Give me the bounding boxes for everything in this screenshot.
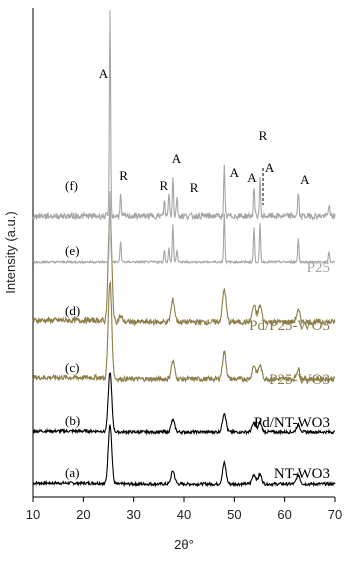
trace-line — [32, 191, 336, 265]
series-letter: (b) — [65, 413, 80, 428]
peak-label: A — [300, 172, 310, 187]
trace-line — [32, 10, 336, 222]
trace-line — [32, 424, 336, 488]
sample-label: Pd/NT-WO3 — [254, 415, 330, 431]
peak-label: A — [247, 170, 257, 185]
peak-label: A — [99, 66, 109, 81]
x-tick-label: 20 — [76, 507, 90, 522]
y-axis-title: Intensity (a.u.) — [3, 211, 18, 293]
series-letter: (d) — [65, 303, 80, 318]
trace-line — [32, 210, 336, 327]
peak-label: R — [190, 180, 199, 195]
x-ticks: 10 20 30 40 50 60 70 — [26, 497, 342, 522]
series-letter: (e) — [65, 243, 79, 258]
x-tick-label: 40 — [177, 507, 191, 522]
peak-label: A — [265, 160, 275, 175]
sample-label: P25-WO3 — [269, 372, 330, 388]
traces — [32, 10, 336, 488]
peak-label: R — [119, 168, 128, 183]
trace-line — [32, 372, 336, 436]
series-letter: (f) — [65, 178, 78, 193]
x-tick-label: 60 — [277, 507, 291, 522]
sample-label: NT-WO3 — [274, 466, 330, 482]
peak-label: R — [259, 128, 268, 143]
sample-label: Pd/P25-WO3 — [249, 318, 330, 334]
x-tick-label: 30 — [126, 507, 140, 522]
x-axis-title: 2θ° — [174, 537, 194, 552]
peak-label: A — [172, 151, 182, 166]
series-letter: (a) — [65, 465, 79, 480]
series-letters: (a) (b) (c) (d) (e) (f) — [65, 178, 80, 480]
peak-label: R — [160, 178, 169, 193]
sample-labels: NT-WO3 Pd/NT-WO3 P25-WO3 Pd/P25-WO3 P25 — [249, 260, 330, 482]
x-tick-label: 10 — [26, 507, 40, 522]
sample-label: P25 — [307, 260, 330, 276]
x-tick-label: 50 — [227, 507, 241, 522]
peak-label: A — [230, 165, 240, 180]
trace-line — [32, 280, 336, 384]
series-letter: (c) — [65, 360, 79, 375]
x-tick-label: 70 — [328, 507, 342, 522]
